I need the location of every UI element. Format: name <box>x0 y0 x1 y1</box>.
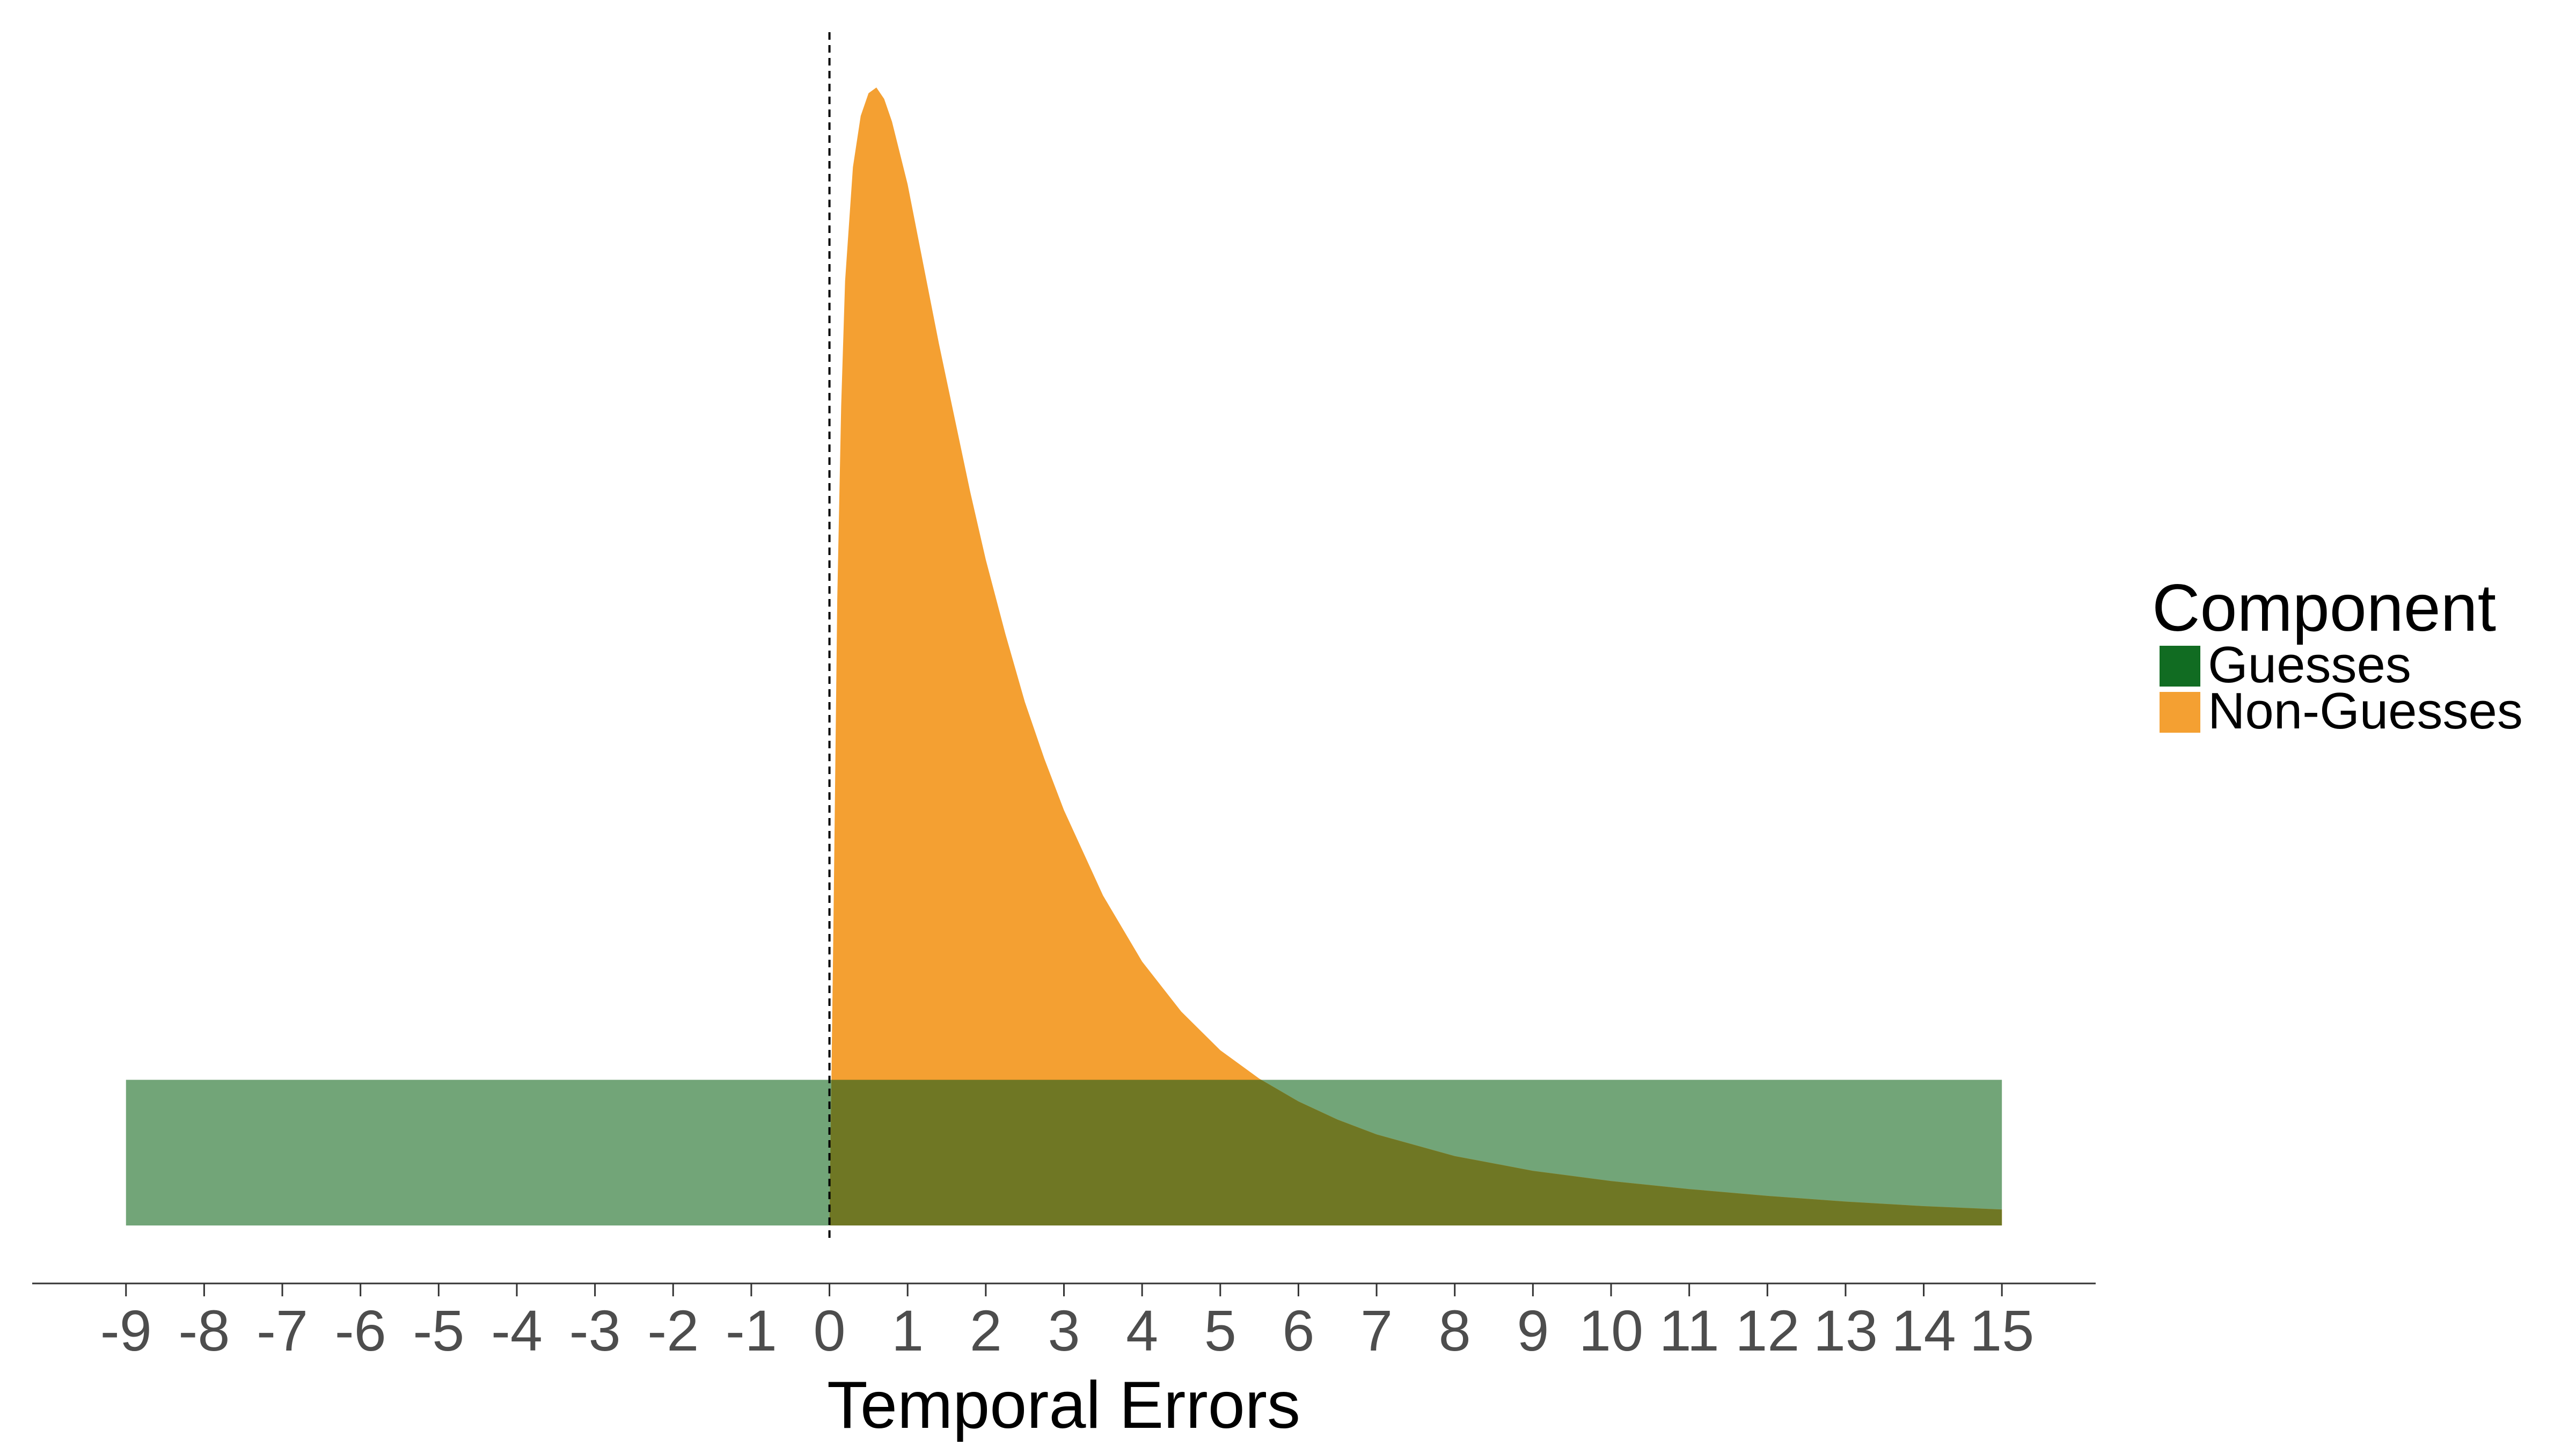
legend-title: Component <box>2152 571 2496 645</box>
x-axis: -9 -8 -7 -6 -5 -4 -3 -2 -1 0 1 2 3 4 5 6 7 8 9 10 11 12 13 14 15 <box>32 1282 2096 1363</box>
x-tick-label: 14 <box>1892 1298 1956 1363</box>
x-tick-label: 4 <box>1126 1298 1158 1363</box>
x-tick-label: 1 <box>891 1298 924 1363</box>
x-tick-label: -4 <box>491 1298 543 1363</box>
non-guesses-area <box>829 87 2002 1225</box>
x-tick-label: -3 <box>569 1298 621 1363</box>
legend-label-guesses: Guesses <box>2208 636 2411 694</box>
legend-key-non-guesses <box>2160 692 2200 733</box>
x-axis-title: Temporal Errors <box>827 1368 1300 1442</box>
x-tick-label: -2 <box>647 1298 699 1363</box>
x-tick-label: 11 <box>1659 1298 1719 1363</box>
overlap-area <box>829 1079 2002 1225</box>
x-tick-label: 8 <box>1439 1298 1471 1363</box>
x-tick-label: -7 <box>257 1298 308 1363</box>
x-tick-label: -9 <box>100 1298 152 1363</box>
x-tick-label: -6 <box>335 1298 386 1363</box>
x-tick-label: 6 <box>1282 1298 1314 1363</box>
x-tick-label: -8 <box>178 1298 230 1363</box>
x-tick-label: -5 <box>413 1298 464 1363</box>
legend-label-non-guesses: Non-Guesses <box>2208 682 2523 740</box>
x-tick-label: 15 <box>1970 1298 2034 1363</box>
x-tick-label: 3 <box>1048 1298 1080 1363</box>
x-tick-label: -1 <box>726 1298 777 1363</box>
legend-key-guesses <box>2160 646 2200 687</box>
x-tick-label: 10 <box>1579 1298 1643 1363</box>
x-tick-label: 0 <box>814 1298 846 1363</box>
x-tick-label: 7 <box>1360 1298 1393 1363</box>
x-tick-label: 12 <box>1735 1298 1799 1363</box>
x-tick-label: 13 <box>1813 1298 1878 1363</box>
x-tick-label: 5 <box>1204 1298 1236 1363</box>
x-tick-label: 2 <box>970 1298 1002 1363</box>
plot-area <box>126 32 2002 1241</box>
x-tick-label: 9 <box>1517 1298 1549 1363</box>
